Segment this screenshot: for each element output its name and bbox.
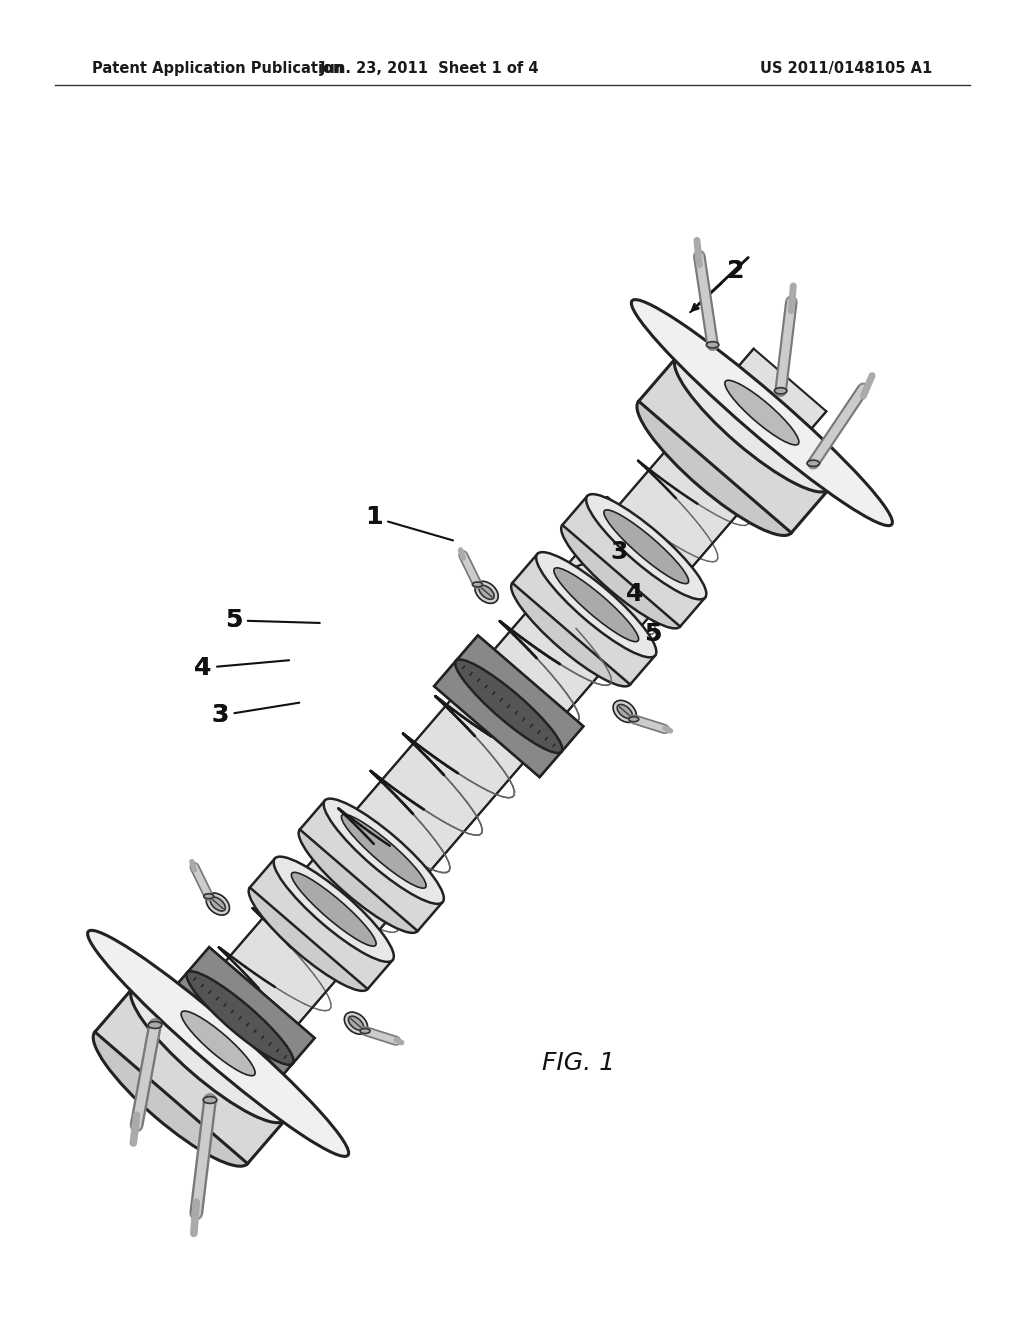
Ellipse shape: [537, 552, 656, 657]
Polygon shape: [166, 948, 314, 1089]
Text: 4: 4: [195, 656, 289, 680]
Text: Patent Application Publication: Patent Application Publication: [92, 61, 343, 75]
Text: 5: 5: [225, 609, 242, 632]
Text: 4: 4: [585, 582, 643, 606]
Text: US 2011/0148105 A1: US 2011/0148105 A1: [760, 61, 932, 75]
Ellipse shape: [203, 1097, 217, 1104]
Ellipse shape: [554, 568, 639, 642]
Ellipse shape: [360, 1028, 370, 1034]
Polygon shape: [300, 800, 442, 931]
Text: 5: 5: [644, 622, 660, 645]
Ellipse shape: [88, 931, 348, 1156]
Text: 4: 4: [627, 582, 643, 606]
Text: 3: 3: [611, 540, 628, 564]
Ellipse shape: [629, 717, 639, 722]
Ellipse shape: [93, 1030, 249, 1167]
Ellipse shape: [148, 1022, 162, 1028]
Ellipse shape: [186, 972, 294, 1065]
Ellipse shape: [341, 814, 426, 888]
Polygon shape: [639, 358, 828, 533]
Ellipse shape: [206, 894, 229, 915]
Ellipse shape: [344, 1012, 368, 1034]
Polygon shape: [434, 635, 584, 777]
Ellipse shape: [561, 523, 681, 628]
Ellipse shape: [249, 886, 369, 991]
Ellipse shape: [637, 399, 793, 536]
Ellipse shape: [475, 581, 499, 603]
Ellipse shape: [511, 581, 632, 686]
Polygon shape: [95, 989, 285, 1163]
Text: 2: 2: [727, 259, 743, 282]
Text: 1: 1: [365, 506, 383, 529]
Text: 3: 3: [564, 540, 628, 570]
Polygon shape: [129, 348, 826, 1137]
Ellipse shape: [210, 898, 225, 911]
Ellipse shape: [632, 300, 892, 525]
Ellipse shape: [725, 380, 799, 445]
Text: 4: 4: [195, 656, 211, 680]
Ellipse shape: [348, 1016, 364, 1030]
Text: FIG. 1: FIG. 1: [542, 1051, 615, 1074]
Ellipse shape: [613, 701, 636, 722]
Ellipse shape: [774, 388, 786, 393]
Ellipse shape: [604, 510, 688, 583]
Ellipse shape: [292, 873, 376, 946]
Polygon shape: [250, 858, 392, 989]
Ellipse shape: [324, 799, 443, 904]
Ellipse shape: [586, 494, 707, 599]
Polygon shape: [434, 635, 584, 777]
Ellipse shape: [273, 857, 394, 962]
Polygon shape: [166, 948, 314, 1089]
Ellipse shape: [186, 972, 294, 1065]
Text: 5: 5: [595, 622, 660, 645]
Ellipse shape: [807, 461, 819, 466]
Ellipse shape: [456, 660, 562, 752]
Ellipse shape: [299, 828, 419, 933]
Ellipse shape: [181, 1011, 255, 1076]
Polygon shape: [562, 496, 706, 627]
Ellipse shape: [456, 660, 562, 752]
Ellipse shape: [675, 355, 830, 492]
Ellipse shape: [479, 585, 495, 599]
Polygon shape: [512, 554, 655, 685]
Text: Jun. 23, 2011  Sheet 1 of 4: Jun. 23, 2011 Sheet 1 of 4: [321, 61, 540, 75]
Ellipse shape: [707, 342, 719, 348]
Text: 3: 3: [212, 702, 299, 727]
Ellipse shape: [204, 894, 214, 899]
Ellipse shape: [472, 582, 482, 587]
Text: 3: 3: [212, 704, 228, 727]
Ellipse shape: [131, 986, 287, 1123]
Text: 1: 1: [365, 506, 453, 540]
Text: 5: 5: [225, 609, 319, 632]
Text: 2: 2: [690, 259, 743, 313]
Ellipse shape: [617, 705, 632, 718]
